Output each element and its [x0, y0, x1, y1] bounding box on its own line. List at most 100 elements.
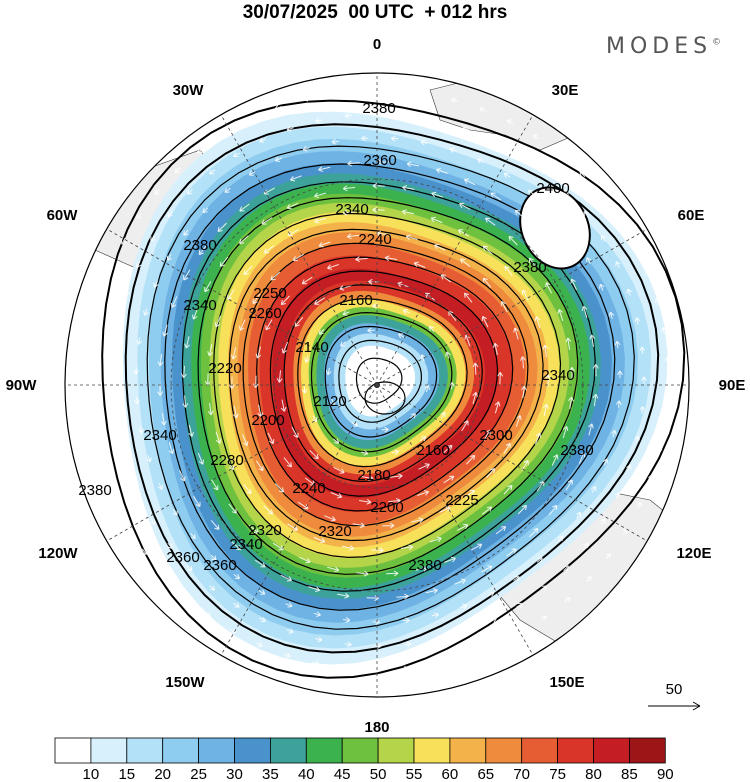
wind-arrow-309: [516, 152, 523, 158]
wind-arrow-251: [224, 187, 231, 193]
colorbar-label-4: 30: [226, 766, 243, 782]
lon-label-0: 0: [373, 36, 381, 53]
wind-arrow-204: [170, 296, 178, 308]
wind-arrow-68: [267, 432, 275, 445]
wind-arrow-354: [332, 90, 340, 96]
wind-arrow-123: [263, 505, 274, 515]
wind-arrow-188: [425, 588, 438, 594]
wind-reference: 50: [648, 681, 701, 711]
wind-arrow-46: [265, 319, 273, 331]
colorbar-swatch-11: [449, 737, 487, 764]
wind-arrow-172: [342, 185, 356, 192]
wind-arrow-291: [110, 346, 117, 354]
wind-arrow-194: [254, 559, 266, 568]
wind-arrow-183: [548, 504, 558, 516]
height-contour-6: [213, 212, 562, 559]
wind-arrow-14: [318, 328, 325, 335]
wind-arrow-13: [304, 355, 310, 363]
contour-label-24: 2320: [248, 522, 281, 539]
wind-arrow-181: [578, 452, 586, 464]
wind-arrow-230: [402, 617, 410, 624]
wind-arrow-90: [352, 522, 365, 529]
wind-arrow-359: [479, 107, 487, 113]
brand-logo: MODES©: [606, 34, 721, 59]
wind-arrow-176: [459, 202, 471, 210]
wind-arrow-112: [534, 432, 542, 445]
colorbar-label-1: 15: [118, 766, 135, 782]
wind-arrow-214: [406, 161, 419, 168]
wind-arrow-386: [371, 667, 379, 673]
wind-arrow-332: [374, 643, 382, 649]
wind-arrow-218: [514, 209, 525, 219]
height-contour-0: [101, 99, 686, 679]
wind-arrow-384: [431, 661, 439, 668]
wind-arrow-114: [503, 484, 513, 495]
wind-arrow-361: [532, 134, 540, 140]
wind-arrow-334: [141, 548, 147, 556]
wind-arrow-132: [243, 265, 253, 276]
wind-arrow-296: [167, 210, 173, 218]
contour-label-23: 2225: [445, 492, 478, 509]
wind-arrow-111: [543, 403, 549, 417]
wind-arrow-227: [487, 591, 495, 597]
wind-arrow-279: [286, 628, 294, 634]
meridian-2: [376, 228, 648, 386]
wind-arrow-101: [270, 271, 281, 281]
wind-arrow-72: [318, 241, 331, 248]
wind-arrow-323: [600, 518, 606, 525]
contour-label-25: 2340: [229, 536, 262, 553]
wind-arrow-187: [454, 578, 466, 585]
wind-arrow-54: [464, 292, 473, 303]
colorbar-swatch-14: [557, 737, 594, 764]
wind-arrow-164: [184, 336, 190, 349]
wind-arrow-79: [500, 300, 508, 313]
wind-arrow-95: [242, 434, 249, 447]
wind-reference-arrowhead: [692, 701, 701, 711]
wind-arrow-0: [381, 426, 389, 433]
wind-arrow-391: [229, 628, 237, 634]
wind-arrow-205: [183, 269, 191, 281]
contour-label-21: 2240: [292, 480, 325, 497]
contour-label-15: 2320: [318, 523, 351, 540]
wind-arrow-224: [592, 364, 599, 377]
wind-arrow-146: [536, 480, 545, 492]
wind-arrow-16: [372, 303, 380, 309]
wind-arrow-367: [645, 269, 651, 277]
wind-arrow-237: [210, 554, 217, 561]
colorbar-label-10: 60: [442, 766, 459, 782]
wind-arrow-388: [312, 660, 320, 667]
contour-label-11: 2380: [560, 442, 593, 459]
wind-arrow-52: [413, 261, 426, 268]
colorbar-label-5: 35: [262, 766, 279, 782]
contour-label-7: 2400: [536, 180, 569, 197]
wind-arrow-138: [401, 209, 415, 215]
wind-arrow-275: [557, 535, 564, 542]
wind-arrow-81: [519, 356, 526, 369]
wind-arrow-286: [135, 491, 141, 499]
wind-arrow-66: [304, 477, 316, 486]
wind-arrow-65: [330, 492, 343, 499]
contour-label-27: 2360: [203, 557, 236, 574]
wind-arrow-15: [342, 310, 350, 316]
meridian-1: [376, 114, 534, 386]
wind-arrow-48: [301, 276, 313, 285]
wind-arrow-124: [243, 483, 252, 495]
wind-arrow-235: [258, 589, 266, 595]
wind-arrow-222: [581, 305, 588, 318]
wind-arrow-119: [371, 547, 384, 554]
wind-arrow-281: [233, 602, 240, 608]
colorbar-swatch-7: [305, 737, 343, 764]
wind-arrow-76: [434, 244, 446, 251]
contour-label-16: 2280: [210, 452, 243, 469]
wind-arrow-64: [359, 498, 372, 505]
wind-arrow-215: [435, 168, 448, 174]
wind-arrow-109: [542, 344, 549, 358]
wind-arrow-157: [249, 524, 259, 534]
wind-arrow-141: [565, 337, 572, 350]
wind-arrow-207: [217, 222, 227, 232]
wind-arrow-229: [431, 612, 440, 619]
lon-label-90w: 90W: [6, 377, 38, 394]
contour-label-8: 2380: [513, 259, 546, 276]
wind-arrow-180: [588, 423, 594, 436]
